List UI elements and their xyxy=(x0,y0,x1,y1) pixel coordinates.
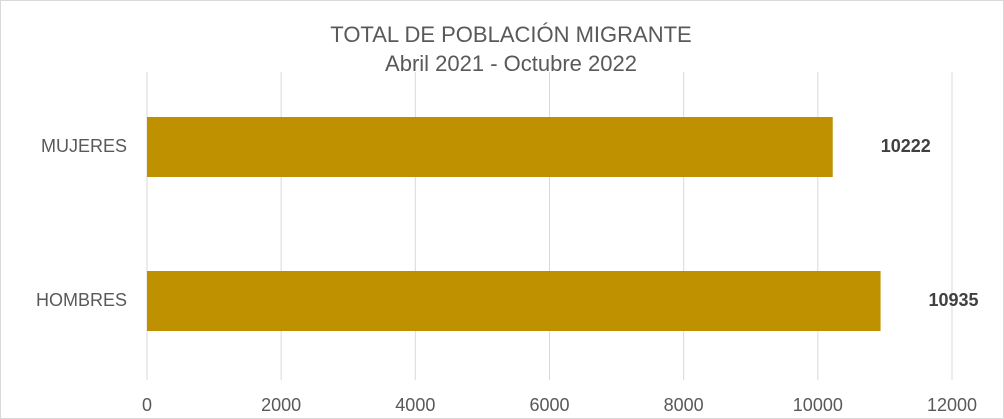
x-tick-label: 10000 xyxy=(793,395,843,415)
y-tick-label: HOMBRES xyxy=(36,290,127,310)
y-tick-label: MUJERES xyxy=(41,136,127,156)
chart-title: TOTAL DE POBLACIÓN MIGRANTE xyxy=(330,22,691,47)
x-tick-label: 6000 xyxy=(529,395,569,415)
data-label: 10222 xyxy=(881,136,931,156)
x-tick-label: 12000 xyxy=(927,395,977,415)
x-tick-label: 2000 xyxy=(261,395,301,415)
x-tick-label: 4000 xyxy=(395,395,435,415)
bar xyxy=(147,271,881,331)
x-tick-label: 0 xyxy=(142,395,152,415)
x-tick-label: 8000 xyxy=(664,395,704,415)
chart-subtitle: Abril 2021 - Octubre 2022 xyxy=(385,51,637,76)
bar xyxy=(147,117,833,177)
data-label: 10935 xyxy=(929,290,979,310)
